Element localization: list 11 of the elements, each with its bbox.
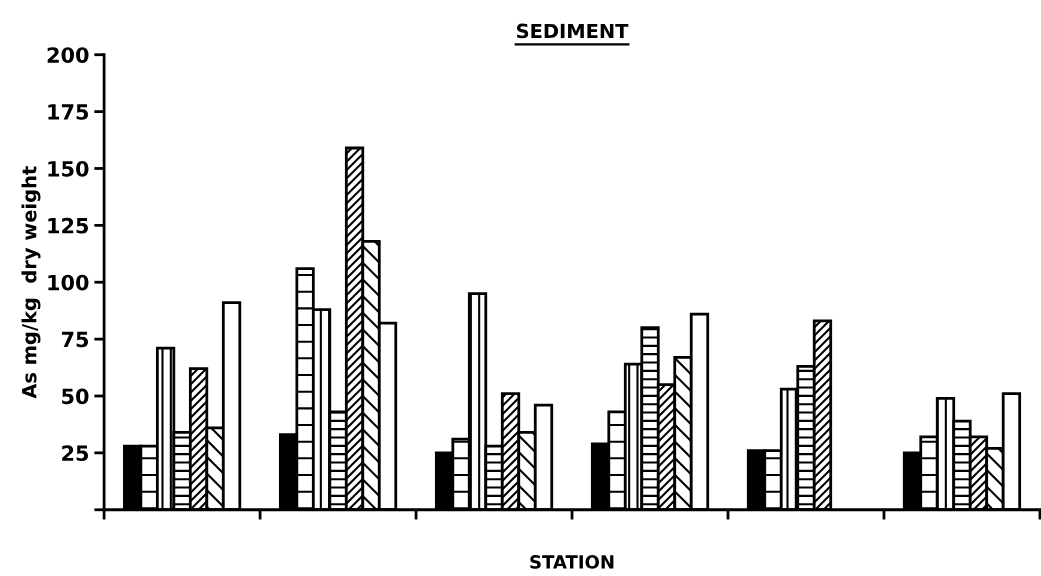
y-tick-label: 200 <box>47 47 89 63</box>
y-tick-label: 100 <box>48 274 89 291</box>
y-tick-label: 150 <box>48 160 89 177</box>
y-tick-label: 25 <box>62 445 89 462</box>
y-axis-title: As mg/kg dry weight <box>21 166 41 399</box>
x-axis-title: STATION <box>530 555 614 569</box>
y-tick-label: 175 <box>48 104 89 120</box>
chart-title: SEDIMENT <box>517 23 629 39</box>
y-tick-label: 125 <box>48 217 89 234</box>
y-tick-label: 75 <box>61 331 89 348</box>
y-tick-label: 50 <box>62 388 89 405</box>
